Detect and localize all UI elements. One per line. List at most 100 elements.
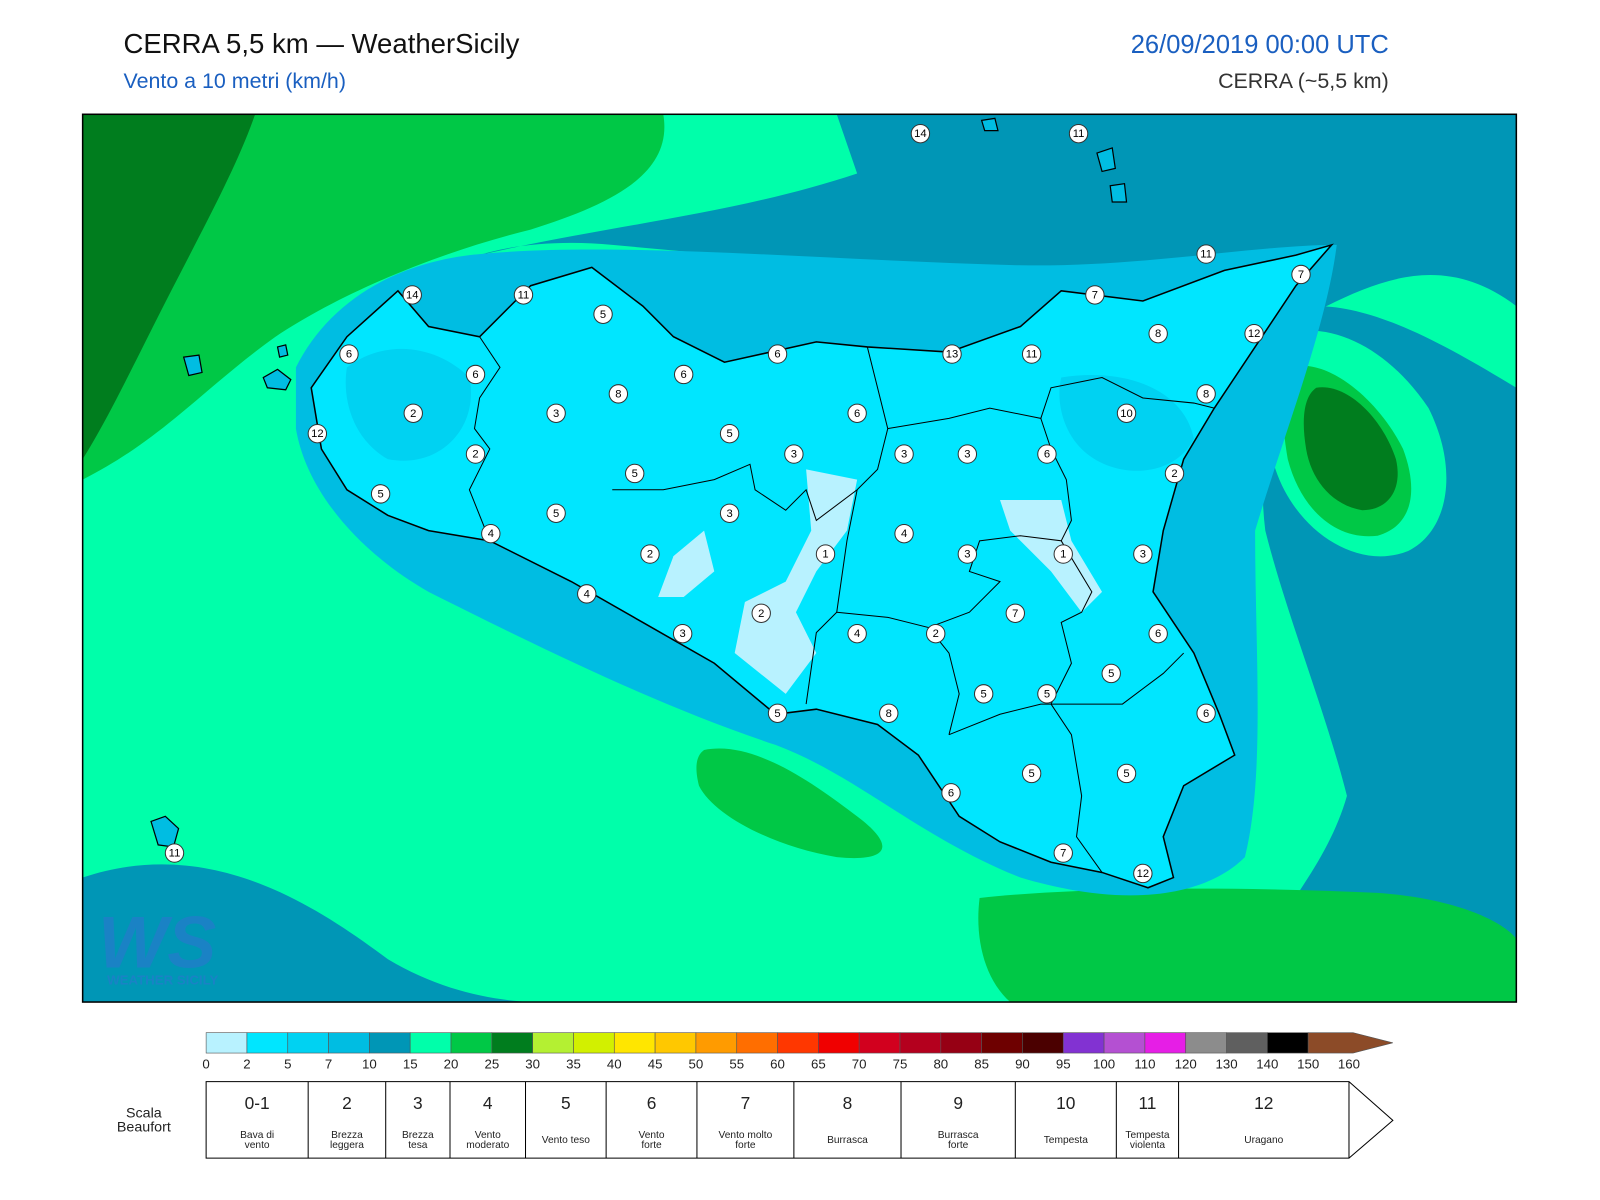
colorbar-tick-label: 2 [243, 1056, 250, 1071]
colorbar-segment [695, 1032, 738, 1054]
colorbar-segment [205, 1032, 248, 1054]
station-marker [815, 544, 836, 564]
station-value: 6 [472, 369, 478, 381]
station-marker [339, 344, 359, 364]
beaufort-number: 3 [413, 1093, 423, 1113]
station-marker [926, 623, 946, 644]
colorbar-segment [1144, 1032, 1187, 1054]
colorbar-tick-label: 35 [566, 1056, 581, 1071]
colorbar-segment [818, 1032, 860, 1054]
station-value: 5 [1123, 768, 1129, 780]
colorbar-tick-label: 65 [811, 1056, 826, 1071]
islands [150, 117, 1128, 848]
colorbar-segment [409, 1032, 452, 1054]
station-marker [1116, 763, 1137, 784]
station-value: 12 [1137, 868, 1149, 880]
station-marker [1196, 384, 1216, 404]
colorbar-segment [369, 1032, 411, 1054]
station-marker [673, 364, 694, 385]
station-marker [1053, 544, 1073, 564]
station-marker [481, 523, 501, 544]
colorbar-segment [450, 1032, 493, 1054]
province-borders [468, 336, 1215, 873]
station-marker [767, 344, 788, 364]
colorbar-segment [899, 1032, 942, 1054]
station-value: 8 [615, 388, 621, 400]
station-marker [546, 503, 566, 523]
station-value: 10 [1120, 408, 1132, 420]
beaufort-label: tesa [408, 1140, 428, 1151]
station-marker [767, 703, 788, 723]
station-value: 5 [981, 688, 987, 700]
station-value: 14 [406, 289, 418, 301]
colorbar-tick-label: 20 [444, 1056, 459, 1071]
station-marker [1053, 843, 1073, 863]
station-value: 3 [964, 449, 970, 461]
subtitle: Vento a 10 metri (km/h) [123, 69, 345, 93]
wind-area [82, 114, 665, 480]
station-marker [1148, 323, 1168, 344]
colorbar-tick-label: 160 [1338, 1056, 1360, 1071]
station-value: 5 [553, 508, 559, 520]
colorbar-tick-label: 90 [1015, 1056, 1030, 1071]
station-value: 5 [632, 468, 638, 480]
station-marker [1291, 264, 1311, 285]
colorbar-tick-label: 45 [648, 1056, 663, 1071]
colorbar-segment [491, 1032, 533, 1054]
station-marker [608, 384, 629, 404]
wind-area [734, 469, 858, 694]
station-marker [910, 123, 931, 144]
station-value: 7 [1060, 848, 1066, 860]
colorbar-segment [736, 1032, 778, 1054]
beaufort-number: 8 [843, 1093, 853, 1113]
station-marker [307, 423, 328, 444]
station-marker [1244, 323, 1264, 344]
beaufort-label: violenta [1130, 1140, 1165, 1151]
wind-area [696, 748, 883, 859]
beaufort-number: 5 [561, 1093, 571, 1113]
beaufort-label: Tempesta [1044, 1135, 1089, 1146]
station-value: 11 [1026, 349, 1038, 361]
beaufort-number: 7 [741, 1093, 751, 1113]
beaufort-number: 10 [1056, 1093, 1075, 1113]
wind-area [1000, 500, 1103, 613]
colorbar: 0 2 5 7 10 15 20 25 30 35 40 45 50 55 60 65 70 75 80 85 90 95… [202, 1032, 1393, 1071]
station-marker [1148, 623, 1168, 644]
station-marker [719, 503, 740, 523]
model: CERRA (~5,5 km) [1218, 69, 1389, 93]
logo-mark: WS [98, 900, 216, 983]
station-value: 4 [901, 528, 907, 540]
beaufort-label: Tempesta [1125, 1130, 1170, 1141]
station-marker [672, 623, 693, 644]
colorbar-segment [246, 1032, 289, 1054]
colorbar-tick-label: 30 [525, 1056, 540, 1071]
station-value: 7 [1298, 269, 1304, 281]
beaufort-number: 12 [1254, 1093, 1273, 1113]
beaufort-label: forte [735, 1140, 756, 1151]
station-value: 2 [933, 628, 939, 640]
station-marker [546, 403, 566, 423]
beaufort-label: Uragano [1244, 1135, 1283, 1146]
colorbar-tick-label: 110 [1134, 1056, 1155, 1071]
station-marker [1101, 663, 1121, 684]
station-value: 5 [1029, 768, 1035, 780]
beaufort-frame [205, 1081, 1394, 1159]
map-frame [81, 113, 1518, 1003]
station-value: 2 [472, 449, 478, 461]
wind-area [658, 530, 715, 597]
station-value: 4 [488, 528, 494, 540]
beaufort-number: 11 [1138, 1093, 1156, 1113]
station-marker [847, 623, 867, 644]
beaufort-number: 2 [342, 1093, 352, 1113]
colorbar-tick-label: 150 [1297, 1056, 1319, 1071]
beaufort-label: Bava di [240, 1130, 274, 1141]
colorbar-tick-label: 80 [933, 1056, 948, 1071]
beaufort-label: forte [948, 1140, 969, 1151]
beaufort-label: Vento [638, 1130, 664, 1141]
station-marker [957, 444, 978, 464]
station-marker [847, 403, 867, 423]
colorbar-tick-label: 15 [403, 1056, 418, 1071]
